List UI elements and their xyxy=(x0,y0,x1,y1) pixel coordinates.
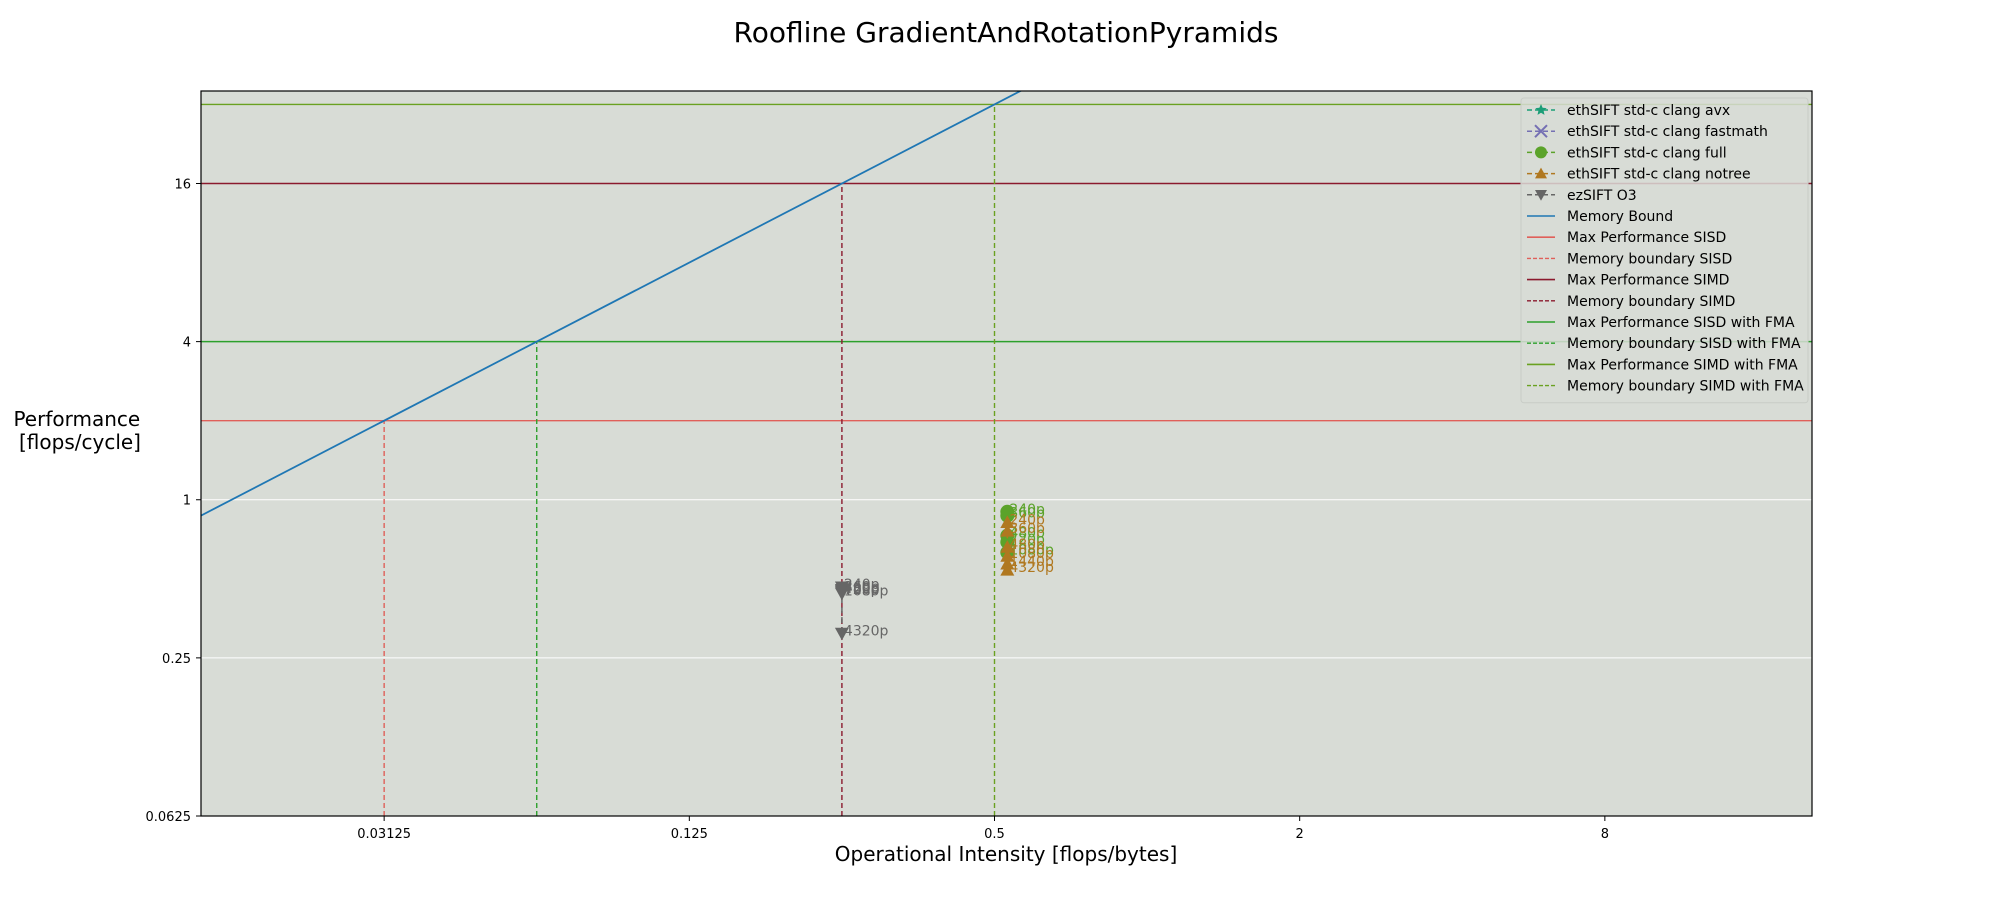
x-axis-title: Operational Intensity [flops/bytes] xyxy=(835,842,1178,866)
x-tick-label: 0.5 xyxy=(984,827,1005,842)
y-tick-label: 0.25 xyxy=(162,652,191,667)
legend-entry-label: ethSIFT std-c clang full xyxy=(1567,145,1727,161)
legend-entry-label: Memory boundary SISD with FMA xyxy=(1567,336,1801,352)
legend-box xyxy=(1520,97,1809,404)
data-point xyxy=(1535,104,1547,115)
data-point xyxy=(1534,124,1548,138)
point-label: 480p xyxy=(844,581,880,597)
x-tick-label: 0.125 xyxy=(671,827,708,842)
legend-entry-label: Max Performance SISD xyxy=(1567,230,1726,246)
point-label: 720p xyxy=(844,582,880,598)
y-axis-title-line: Performance xyxy=(13,407,140,431)
point-label: 4320p xyxy=(844,623,889,639)
point-label: 720p xyxy=(1009,532,1045,548)
data-point xyxy=(834,627,849,641)
data-point xyxy=(1535,146,1547,159)
legend-entry-label: Memory boundary SIMD with FMA xyxy=(1567,379,1804,395)
legend-entry-label: Memory Bound xyxy=(1567,209,1673,225)
data-point xyxy=(1000,515,1015,528)
point-label: 360p xyxy=(844,580,880,596)
data-point xyxy=(1000,540,1015,553)
data-point xyxy=(1000,563,1015,576)
point-label: 1440p xyxy=(1009,554,1054,570)
y-tick-label: 16 xyxy=(174,177,191,192)
legend: ethSIFT std-c clang avx ethSIFT std-c cla… xyxy=(1520,97,1809,404)
data-point xyxy=(834,587,849,601)
data-point xyxy=(1535,167,1547,179)
point-label: 1080p xyxy=(1009,542,1054,558)
point-label: 360p xyxy=(1009,521,1045,537)
point-label: 240p xyxy=(1009,502,1045,518)
legend-entry-label: Max Performance SISD with FMA xyxy=(1567,315,1795,331)
y-axis-title-line: [flops/cycle] xyxy=(19,430,141,454)
point-label: 240p xyxy=(1009,512,1045,528)
y-tick-label: 4 xyxy=(183,336,191,351)
point-label: 240p xyxy=(844,577,880,593)
point-label: 4320p xyxy=(1009,560,1054,576)
legend-entry-label: ethSIFT std-c clang notree xyxy=(1567,167,1751,183)
legend-entry-label: Memory boundary SIMD xyxy=(1567,294,1735,310)
data-point xyxy=(1000,549,1015,562)
legend-entry-label: ethSIFT std-c clang fastmath xyxy=(1567,124,1768,140)
point-label: 360p xyxy=(1009,506,1045,522)
legend-entry-label: Memory boundary SISD xyxy=(1567,251,1732,267)
legend-entry-label: Max Performance SIMD with FMA xyxy=(1567,357,1798,373)
point-label: 1080p xyxy=(844,583,889,599)
plot-frame xyxy=(200,90,1813,817)
point-label: 480p xyxy=(1009,526,1045,542)
point-label: 480p xyxy=(1009,537,1045,553)
x-tick-label: 2 xyxy=(1296,827,1304,842)
data-point xyxy=(1535,190,1547,201)
data-points: 240p360p480p720p1080p240p360p480p1080p14… xyxy=(834,502,1054,641)
chart-title: Roofline GradientAndRotationPyramids xyxy=(734,16,1279,49)
axis-ticks: 0.0625 0.25 1 4 16 0.03125 0.125 0.5 2 8 xyxy=(146,177,1609,842)
y-tick-label: 1 xyxy=(183,494,191,509)
x-tick-label: 0.03125 xyxy=(357,827,411,842)
point-label: 1080p xyxy=(1009,546,1054,562)
data-point xyxy=(1000,524,1015,537)
legend-entry-label: ethSIFT std-c clang avx xyxy=(1567,103,1730,119)
y-tick-label: 0.0625 xyxy=(146,810,192,825)
legend-entry-label: ezSIFT O3 xyxy=(1567,188,1637,204)
legend-entry-label: Max Performance SIMD xyxy=(1567,273,1729,289)
memory-bound-line xyxy=(201,91,1023,517)
y-axis-title: Performance [flops/cycle] xyxy=(13,407,146,454)
x-tick-label: 8 xyxy=(1601,827,1609,842)
